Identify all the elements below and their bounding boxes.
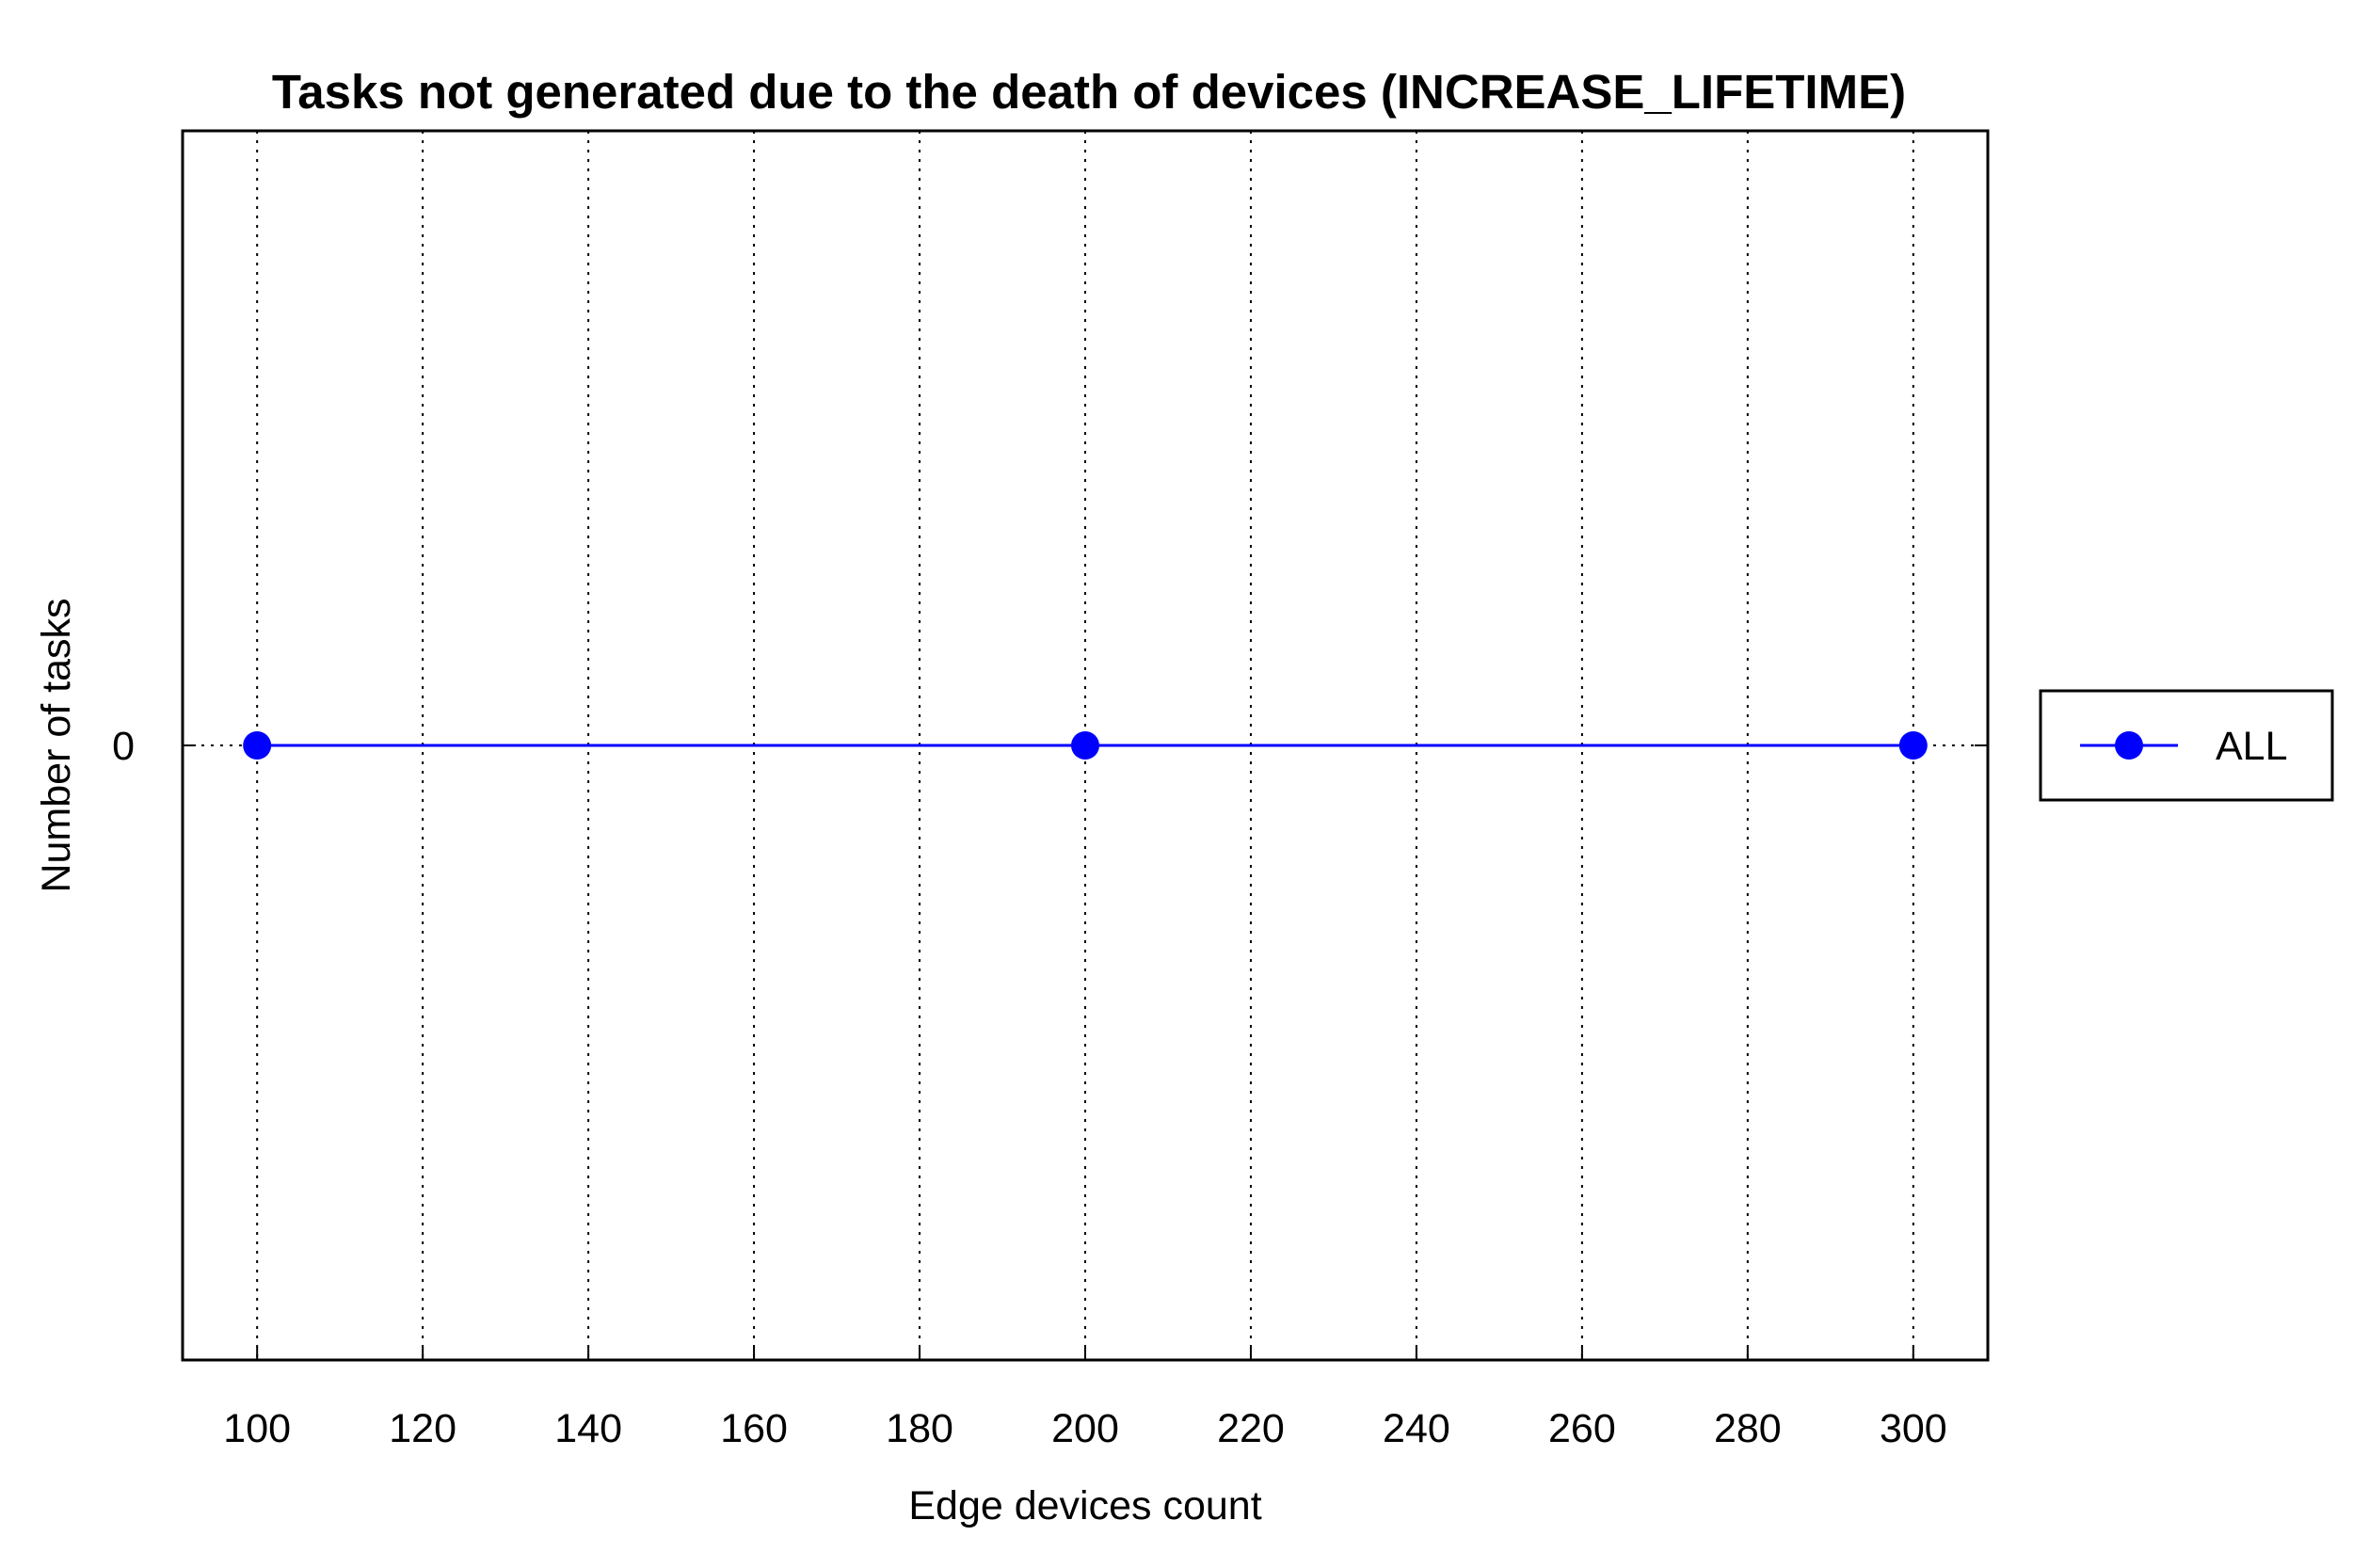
x-tick-label: 300 bbox=[1880, 1406, 1947, 1451]
x-tick-label: 220 bbox=[1217, 1406, 1285, 1451]
x-tick-label: 200 bbox=[1051, 1406, 1119, 1451]
tick-layer: 100 120 140 160 180 200 220 240 260 280 300 0 bbox=[112, 724, 1988, 1451]
x-tick-label: 240 bbox=[1383, 1406, 1450, 1451]
x-tick-label: 100 bbox=[223, 1406, 291, 1451]
series-layer bbox=[243, 731, 1928, 760]
x-tick-label: 140 bbox=[554, 1406, 622, 1451]
x-tick-label: 160 bbox=[720, 1406, 788, 1451]
data-point bbox=[243, 731, 272, 760]
y-axis-label: Number of tasks bbox=[34, 598, 79, 892]
x-tick-label: 260 bbox=[1548, 1406, 1616, 1451]
legend-series-marker bbox=[2115, 731, 2143, 760]
x-tick-label: 180 bbox=[886, 1406, 953, 1451]
x-tick-label: 280 bbox=[1714, 1406, 1782, 1451]
x-axis-label: Edge devices count bbox=[908, 1483, 1261, 1528]
chart-title: Tasks not generated due to the death of … bbox=[272, 65, 1906, 119]
x-tick-label: 120 bbox=[389, 1406, 456, 1451]
legend: ALL bbox=[2039, 689, 2334, 802]
data-point bbox=[1071, 731, 1099, 760]
data-point bbox=[1898, 731, 1928, 760]
y-tick-label: 0 bbox=[112, 724, 135, 769]
legend-series-label: ALL bbox=[2216, 724, 2288, 769]
